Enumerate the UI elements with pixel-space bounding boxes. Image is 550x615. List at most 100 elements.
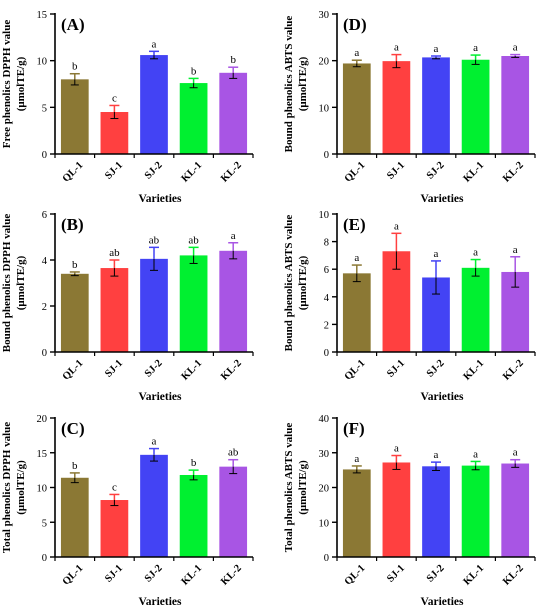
y-axis-unit: (μmolTE/g) [15,56,27,111]
y-tick-label: 20 [319,484,330,495]
bar-kl-1 [461,465,490,557]
chart-panel-5: a QL-1 a SJ-1 a SJ-2 a KL-1 a KL-2 0 2 4 6 8 10 (E) Bound… [283,210,536,403]
significance-label: a [434,43,439,55]
significance-label: a [152,436,157,448]
x-tick-label: SJ-2 [143,160,165,182]
y-tick-label: 10 [319,103,330,114]
y-tick-label: 10 [37,484,48,495]
significance-label: a [513,42,518,54]
y-axis-unit: (μmolTE/g) [297,56,309,111]
y-tick-label: 15 [37,10,48,21]
significance-label: c [112,92,117,104]
panel-label: (D) [343,15,367,34]
x-tick-label: KL-2 [501,563,526,588]
chart-panel-3: b QL-1 c SJ-1 a SJ-2 b KL-1 ab KL-2 0 5 10 15 20 (C) Tot… [1,414,254,608]
bar-kl-1 [179,255,208,352]
bar-sj-1 [382,61,411,155]
x-tick-label: QL-1 [61,160,86,185]
x-tick-label: SJ-1 [103,563,125,585]
y-tick-label: 6 [42,210,47,221]
y-tick-label: 20 [37,414,48,425]
bar-kl-2 [501,56,530,154]
panel-label: (B) [61,215,84,234]
x-tick-label: SJ-1 [385,358,407,380]
y-tick-label: 0 [42,553,47,564]
panel-label: (C) [61,419,85,438]
chart-panel-4: a QL-1 a SJ-1 a SJ-2 a KL-1 a KL-2 0 10 20 30 (D) Bound… [283,10,536,205]
x-tick-label: KL-1 [462,563,487,588]
chart-panel-2: b QL-1 ab SJ-1 ab SJ-2 ab KL-1 a KL-2 0 2 4 6 (B) Bound… [1,210,254,403]
y-tick-label: 0 [324,553,329,564]
bar-ql-1 [60,79,89,154]
significance-label: a [152,38,157,50]
y-tick-label: 30 [319,10,330,21]
y-tick-label: 2 [42,302,47,313]
y-axis-title: Bound phenolics ABTS value [283,16,295,153]
y-axis-title: Bound phenolics ABTS value [283,215,295,352]
y-tick-label: 20 [319,57,330,68]
significance-label: a [513,244,518,256]
significance-label: b [191,457,197,469]
y-tick-label: 4 [42,256,48,267]
bar-sj-2 [422,466,450,557]
bar-kl-2 [501,463,530,557]
y-tick-label: 5 [42,103,47,114]
bar-sj-1 [100,500,129,557]
significance-label: b [72,460,78,472]
panel-label: (F) [343,419,365,438]
y-tick-label: 15 [37,449,48,460]
x-axis-title: Varieties [420,391,464,403]
bar-kl-2 [219,72,248,154]
bar-kl-1 [179,474,208,557]
y-tick-label: 8 [324,238,329,249]
panel-label: (A) [61,15,85,34]
y-tick-label: 0 [324,348,329,359]
significance-label: b [191,65,197,77]
bar-kl-1 [179,83,208,154]
x-tick-label: KL-1 [462,358,487,383]
significance-label: a [354,453,359,465]
significance-label: a [473,42,478,54]
x-axis-title: Varieties [138,391,182,403]
x-tick-label: SJ-2 [143,358,165,380]
y-axis-unit: (μmolTE/g) [15,255,27,310]
significance-label: a [513,447,518,459]
y-axis-title: Total phenolics ABTS value [283,423,295,553]
bar-sj-1 [100,268,129,352]
bar-ql-1 [342,63,371,154]
y-tick-label: 10 [319,210,330,221]
y-tick-label: 10 [319,518,330,529]
x-tick-label: SJ-1 [103,160,125,182]
bar-kl-2 [219,466,248,557]
chart-panel-1: b QL-1 c SJ-1 a SJ-2 b KL-1 b KL-2 0 5 10 15 (A) Free p… [1,10,254,205]
y-axis-unit: (μmolTE/g) [297,460,309,515]
x-tick-label: KL-2 [219,160,244,185]
significance-label: b [230,54,236,66]
bar-sj-1 [382,462,411,557]
y-tick-label: 0 [324,150,329,161]
significance-label: c [112,481,117,493]
y-axis-title: Bound phenolics DPPH value [1,214,13,353]
x-tick-label: KL-1 [180,358,205,383]
significance-label: a [394,220,399,232]
bar-ql-1 [342,469,371,557]
x-axis-title: Varieties [420,193,464,205]
y-tick-label: 0 [42,348,47,359]
significance-label: a [231,230,236,242]
bar-ql-1 [60,273,89,352]
x-tick-label: QL-1 [61,358,86,383]
y-tick-label: 5 [42,518,47,529]
x-tick-label: SJ-2 [425,160,447,182]
x-tick-label: KL-1 [180,563,205,588]
significance-label: a [354,47,359,59]
significance-label: a [434,449,439,461]
x-tick-label: SJ-1 [103,358,125,380]
y-axis-unit: (μmolTE/g) [15,460,27,515]
x-tick-label: SJ-1 [385,160,407,182]
x-axis-title: Varieties [138,193,182,205]
x-tick-label: SJ-2 [425,358,447,380]
significance-label: b [72,259,78,271]
x-tick-label: SJ-2 [143,563,165,585]
panel-label: (E) [343,215,366,234]
